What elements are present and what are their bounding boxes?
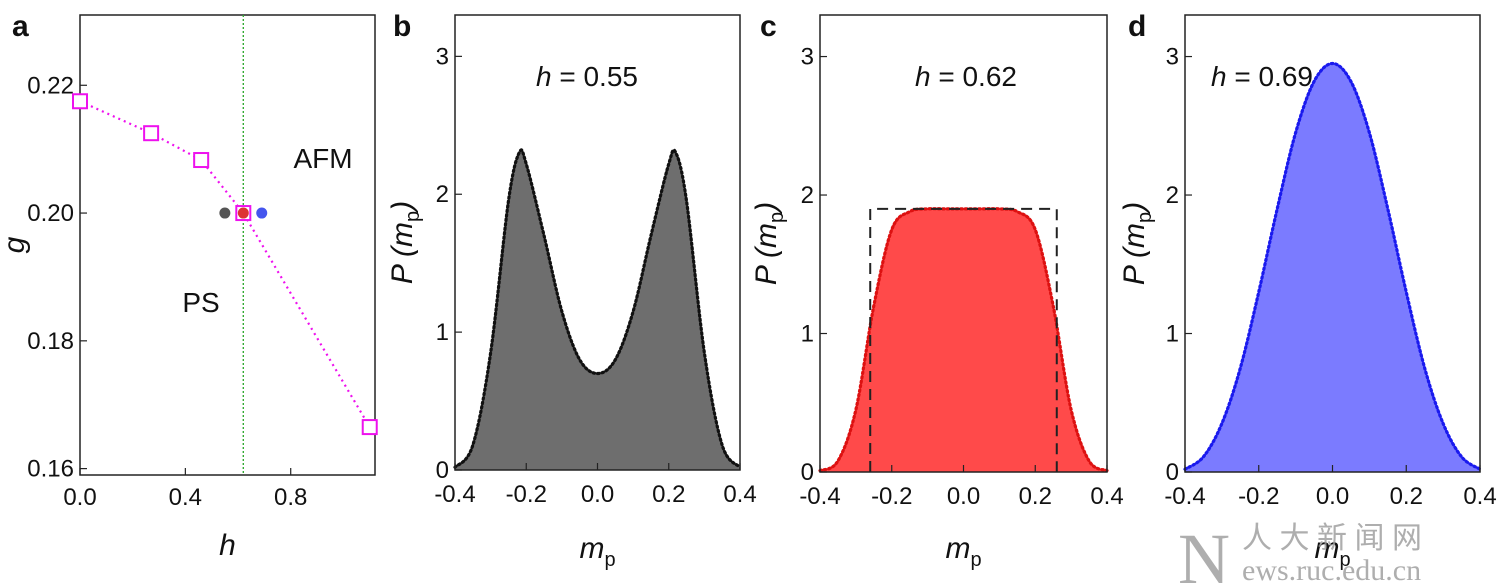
watermark-chars: 人 大 新 闻 网 — [1242, 522, 1422, 555]
x-tick-label: 0.2 — [1390, 483, 1423, 510]
x-axis-label: mp — [945, 532, 981, 571]
distribution-curve — [453, 148, 742, 469]
x-tick-label: 0.4 — [1090, 483, 1123, 510]
y-tick-label: 0.18 — [27, 328, 74, 355]
x-tick-label: 0.0 — [581, 481, 614, 508]
x-axis-subscript: p — [1339, 549, 1350, 571]
y-axis-label: g — [0, 236, 31, 253]
y-axis-symbol: P (m — [1118, 223, 1151, 285]
panel-letter: d — [1128, 10, 1146, 43]
y-tick-label: 3 — [1166, 44, 1179, 71]
region-label-ps: PS — [182, 287, 219, 318]
x-tick-label: -0.4 — [1164, 483, 1205, 510]
y-tick-label: 3 — [436, 43, 449, 70]
region-label-afm: AFM — [293, 143, 352, 174]
h-symbol: h — [1211, 61, 1227, 92]
watermark-letter: N — [1178, 519, 1230, 587]
y-axis-label: P (mp) — [1118, 202, 1156, 285]
y-tick-label: 0 — [436, 457, 449, 484]
panel-letter: b — [393, 10, 411, 43]
x-axis-label: mp — [579, 532, 615, 571]
x-tick-label: 0.4 — [723, 481, 756, 508]
x-tick-label: 0.2 — [652, 481, 685, 508]
y-tick-label: 2 — [436, 181, 449, 208]
h-value-annotation: h = 0.55 — [536, 61, 638, 92]
distribution-area — [455, 149, 740, 470]
panel-letter: c — [760, 10, 777, 43]
distribution-area — [820, 208, 1107, 472]
x-tick-label: 0.0 — [947, 483, 980, 510]
h-value: = 0.55 — [552, 61, 638, 92]
h-value-annotation: h = 0.69 — [1211, 61, 1313, 92]
y-axis-subscript: p — [1134, 212, 1156, 223]
y-axis-label: P (mp) — [386, 201, 424, 284]
x-tick-label: 0.2 — [1019, 483, 1052, 510]
h-symbol: h — [915, 61, 931, 92]
state-point — [256, 207, 268, 219]
y-axis-close: ) — [1118, 202, 1151, 215]
y-axis-label: P (mp) — [750, 202, 788, 285]
y-tick-label: 1 — [801, 321, 814, 348]
y-tick-label: 0.16 — [27, 456, 74, 483]
panel-letter: a — [12, 10, 29, 43]
x-axis-label: h — [219, 529, 236, 562]
y-tick-label: 0 — [801, 459, 814, 486]
h-symbol: h — [536, 61, 552, 92]
x-tick-label: -0.2 — [506, 481, 547, 508]
x-axis-subscript: p — [604, 549, 615, 571]
y-tick-label: 2 — [1166, 182, 1179, 209]
y-axis-symbol: P (m — [750, 223, 783, 285]
x-tick-label: -0.4 — [434, 481, 475, 508]
x-axis-symbol: m — [1314, 532, 1339, 565]
flat-top-reference-box — [869, 207, 1058, 472]
distribution-curve — [1183, 61, 1482, 471]
x-axis-symbol: m — [945, 532, 970, 565]
watermark-url: ews.ruc.edu.cn — [1242, 554, 1421, 587]
x-tick-label: -0.4 — [799, 483, 840, 510]
x-axis-label: mp — [1314, 532, 1350, 571]
series-marker — [193, 152, 210, 169]
series-marker — [72, 93, 88, 110]
h-value-annotation: h = 0.62 — [915, 61, 1017, 92]
y-tick-label: 1 — [1166, 321, 1179, 348]
distribution-area — [1185, 63, 1480, 472]
y-axis-close: ) — [750, 202, 783, 215]
x-tick-label: -0.2 — [1238, 483, 1279, 510]
y-axis-symbol: P (m — [386, 222, 419, 284]
y-tick-label: 1 — [436, 319, 449, 346]
y-axis-subscript: p — [766, 212, 788, 223]
distribution-curve — [818, 207, 1109, 473]
x-axis-subscript: p — [970, 549, 981, 571]
y-tick-label: 0.22 — [27, 72, 74, 99]
y-tick-label: 2 — [801, 182, 814, 209]
x-tick-label: 0.8 — [274, 484, 307, 511]
y-tick-label: 0.20 — [27, 200, 74, 227]
state-point — [237, 207, 249, 219]
x-tick-label: 0.4 — [1463, 483, 1496, 510]
series-marker — [143, 125, 160, 142]
x-axis-symbol: m — [579, 532, 604, 565]
series-marker — [361, 419, 378, 436]
y-tick-label: 0 — [1166, 459, 1179, 486]
state-point — [219, 207, 231, 219]
y-tick-label: 3 — [801, 44, 814, 71]
y-axis-close: ) — [386, 201, 419, 214]
h-value: = 0.69 — [1227, 61, 1313, 92]
h-value: = 0.62 — [931, 61, 1017, 92]
x-tick-label: 0.0 — [1316, 483, 1349, 510]
panel-a: 0.0 0.4 0.8 0.16 0.18 0.20 0.22 AFM PS a h g — [0, 10, 378, 562]
x-tick-label: 0.4 — [169, 484, 202, 511]
x-tick-label: -0.2 — [871, 483, 912, 510]
y-axis-subscript: p — [402, 211, 424, 222]
x-tick-label: 0.0 — [63, 484, 96, 511]
plot-frame — [79, 14, 376, 476]
